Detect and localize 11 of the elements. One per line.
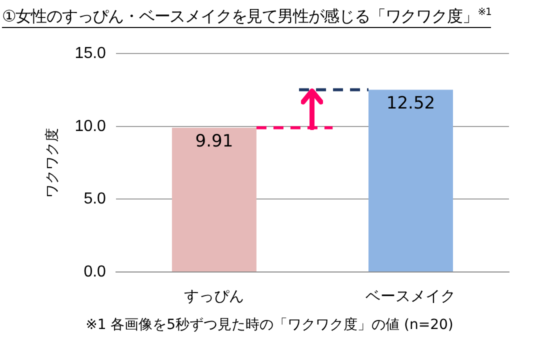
x-tick-label: ベースメイク (366, 288, 456, 306)
text: ※1 各画像を5秒ずつ見た時の「ワクワク度」の値 (n=20) (84, 316, 454, 334)
chart-title: ①女性のすっぴん・ベースメイクを見て男性が感じる「ワクワク度」$^{※1}$ (2, 2, 492, 28)
x-tick-label: すっぴん (184, 288, 244, 306)
y-tick-label: 15.0 (74, 45, 106, 62)
y-tick-label: 5.0 (84, 190, 106, 208)
data-label: 9.91 (195, 132, 234, 152)
y-tick-label: 10.0 (74, 118, 106, 135)
y-axis-title: ワクワク度 (43, 128, 60, 198)
data-label: 12.52 (386, 94, 436, 114)
y-tick-label: 0.0 (84, 263, 106, 280)
